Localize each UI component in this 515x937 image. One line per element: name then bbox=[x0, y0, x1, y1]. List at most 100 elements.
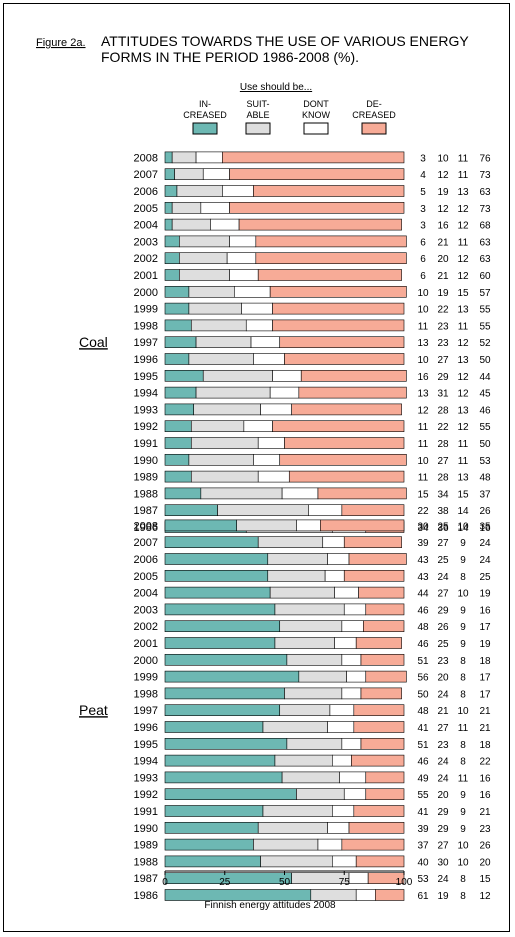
data-label: 21 bbox=[479, 807, 491, 818]
bar-segment bbox=[179, 235, 230, 248]
data-label: 11 bbox=[418, 439, 429, 450]
data-label: 26 bbox=[479, 841, 491, 852]
bar-segment bbox=[241, 302, 273, 315]
bar-segment bbox=[358, 586, 405, 599]
bar-segment bbox=[193, 403, 261, 416]
data-label: 8 bbox=[460, 673, 466, 684]
x-tick-label: 25 bbox=[219, 877, 231, 888]
bar-segment bbox=[284, 687, 343, 700]
bar-segment bbox=[164, 269, 180, 281]
data-label: 26 bbox=[479, 506, 491, 517]
data-label: 44 bbox=[479, 372, 491, 383]
year-label: 1990 bbox=[134, 455, 158, 467]
bar-segment bbox=[200, 202, 230, 214]
year-label: 1994 bbox=[134, 756, 158, 768]
bar-segment bbox=[274, 637, 335, 649]
data-label: 11 bbox=[418, 422, 429, 433]
bar-segment bbox=[353, 704, 405, 717]
data-label: 28 bbox=[437, 439, 449, 450]
bar-segment bbox=[257, 821, 328, 834]
bar-segment bbox=[164, 202, 173, 214]
bar-segment bbox=[188, 302, 242, 315]
data-label: 3 bbox=[420, 204, 426, 215]
data-label: 20 bbox=[479, 857, 491, 868]
data-label: 63 bbox=[479, 254, 491, 265]
data-label: 12 bbox=[457, 372, 469, 383]
data-label: 37 bbox=[479, 489, 491, 500]
data-label: 76 bbox=[479, 153, 491, 164]
data-label: 30 bbox=[417, 521, 429, 532]
data-label: 12 bbox=[457, 338, 469, 349]
data-label: 24 bbox=[437, 757, 449, 768]
bar-segment bbox=[267, 553, 328, 565]
data-label: 24 bbox=[437, 689, 449, 700]
bar-segment bbox=[355, 637, 402, 649]
bar-segment bbox=[343, 569, 405, 582]
bar-segment bbox=[257, 269, 402, 281]
data-label: 45 bbox=[479, 389, 491, 400]
bar-segment bbox=[255, 252, 407, 264]
data-label: 43 bbox=[417, 555, 429, 566]
bar-segment bbox=[341, 737, 362, 750]
bar-segment bbox=[210, 218, 240, 231]
data-label: 12 bbox=[457, 254, 469, 265]
bar-segment bbox=[267, 569, 326, 582]
bar-segment bbox=[257, 470, 290, 483]
data-label: 11 bbox=[458, 153, 469, 164]
bar-segment bbox=[222, 185, 254, 197]
data-label: 68 bbox=[479, 221, 491, 232]
data-label: 14 bbox=[457, 506, 469, 517]
bar-segment bbox=[355, 889, 376, 901]
year-label: 1989 bbox=[134, 472, 158, 484]
year-label: 2005 bbox=[134, 203, 158, 215]
x-tick-label: 75 bbox=[339, 877, 351, 888]
year-label: 1993 bbox=[134, 772, 158, 784]
data-label: 55 bbox=[417, 790, 429, 801]
year-label: 2003 bbox=[134, 236, 158, 248]
data-label: 10 bbox=[457, 589, 469, 600]
data-label: 13 bbox=[457, 473, 469, 484]
bar-segment bbox=[327, 821, 350, 834]
bar-segment bbox=[164, 553, 269, 565]
chart-title-line1: ATTITUDES TOWARDS THE USE OF VARIOUS ENE… bbox=[101, 33, 469, 49]
bar-segment bbox=[286, 653, 343, 666]
data-label: 13 bbox=[457, 187, 469, 198]
data-label: 19 bbox=[437, 288, 449, 299]
bar-segment bbox=[164, 704, 281, 717]
data-label: 13 bbox=[417, 389, 429, 400]
bar-segment bbox=[226, 252, 257, 264]
data-label: 31 bbox=[437, 389, 449, 400]
bar-segment bbox=[188, 453, 254, 466]
bar-segment bbox=[331, 754, 352, 767]
bar-segment bbox=[253, 838, 319, 851]
data-label: 19 bbox=[479, 639, 491, 650]
bar-segment bbox=[317, 838, 343, 851]
data-label: 6 bbox=[420, 254, 426, 265]
legend-label: CREASED bbox=[183, 110, 227, 120]
bar-segment bbox=[253, 453, 281, 466]
bar-segment bbox=[365, 788, 405, 801]
bar-segment bbox=[288, 470, 405, 483]
year-label: 1996 bbox=[134, 354, 158, 366]
year-label: 1986 bbox=[134, 890, 158, 902]
data-label: 12 bbox=[457, 422, 469, 433]
bar-segment bbox=[164, 637, 276, 649]
footer-note: Finnish energy attitudes 2008 bbox=[204, 900, 336, 911]
data-label: 10 bbox=[457, 521, 469, 532]
legend-label: KNOW bbox=[302, 110, 331, 120]
year-label: 2002 bbox=[134, 621, 158, 633]
bar-segment bbox=[360, 737, 405, 750]
bar-segment bbox=[365, 603, 405, 616]
data-label: 10 bbox=[417, 288, 429, 299]
data-label: 16 bbox=[479, 790, 491, 801]
data-label: 15 bbox=[457, 489, 469, 500]
data-label: 63 bbox=[479, 237, 491, 248]
bar-segment bbox=[202, 369, 273, 382]
bar-segment bbox=[164, 386, 197, 399]
year-label: 2007 bbox=[134, 169, 158, 181]
bar-segment bbox=[300, 369, 407, 382]
year-label: 1996 bbox=[134, 722, 158, 734]
data-label: 34 bbox=[437, 489, 449, 500]
bar-segment bbox=[238, 218, 402, 231]
